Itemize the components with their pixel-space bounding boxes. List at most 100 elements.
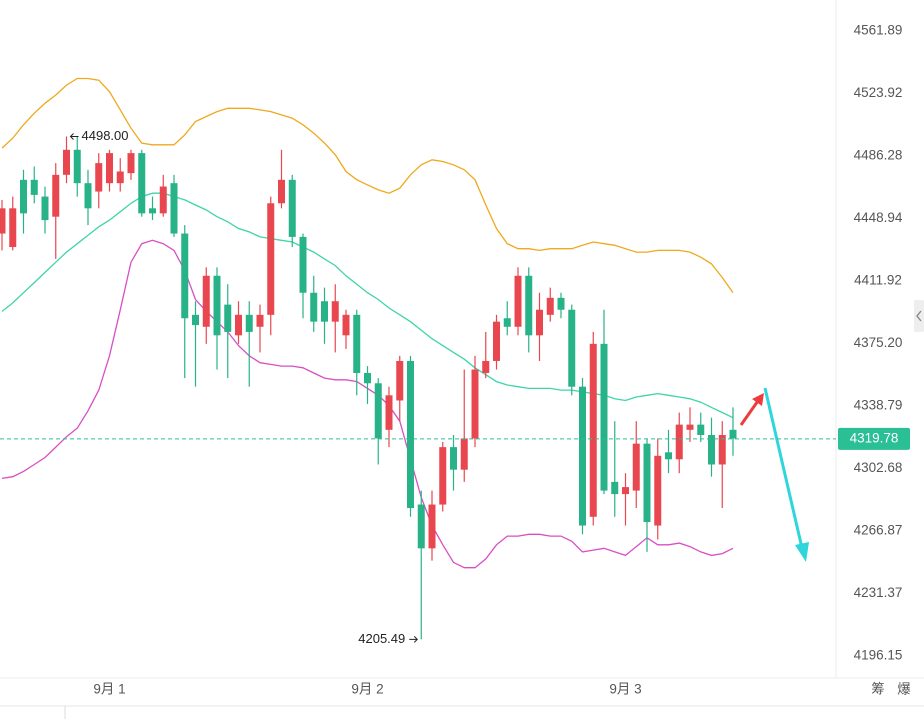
plot-area: 4561.89 4523.92 4486.28 4448.94 4411.92 4375.… <box>0 23 910 697</box>
candle-body <box>450 447 457 470</box>
candle-body <box>385 395 393 430</box>
y-tick-label: 4561.89 <box>854 23 903 38</box>
candle-body <box>654 455 662 526</box>
candle-body <box>256 314 264 327</box>
y-tick-label: 4448.94 <box>854 210 903 225</box>
y-tick-label: 4266.87 <box>854 523 903 538</box>
annotation-arrow <box>409 636 418 643</box>
candle-body <box>224 304 232 332</box>
candle-body <box>503 318 511 327</box>
candle-body <box>396 360 404 401</box>
up-arrow-head <box>752 393 764 406</box>
candle-body <box>321 301 328 322</box>
candle-body <box>299 236 307 293</box>
candle-body <box>138 153 146 214</box>
candle-body <box>331 301 339 322</box>
candle-body <box>63 149 70 175</box>
side-tab-icon <box>916 310 922 322</box>
candle-body <box>708 435 715 465</box>
band-line <box>1 192 734 419</box>
current-price-box <box>838 427 910 450</box>
candle-body <box>170 183 178 234</box>
y-tick-label: 4302.68 <box>854 460 903 475</box>
current-price-label: 4319.78 <box>850 430 899 445</box>
y-tick-label: 4523.92 <box>854 85 903 100</box>
candle-body <box>611 481 619 495</box>
tool-button[interactable]: 爆 <box>897 682 911 697</box>
candle-body <box>149 208 156 214</box>
candle-body <box>407 360 414 509</box>
candle-body <box>310 292 318 322</box>
candle-body <box>622 487 629 495</box>
candle-body <box>439 447 447 505</box>
candle-body <box>192 314 199 326</box>
x-tick-label: 9月 2 <box>351 682 383 697</box>
candle-body <box>546 297 554 315</box>
y-tick-label: 4486.28 <box>854 148 903 163</box>
candle-body <box>159 186 167 214</box>
candle-body <box>106 153 113 184</box>
candle-body <box>417 504 425 549</box>
candle-body <box>665 452 672 460</box>
candle-body <box>471 369 479 439</box>
y-tick-label: 4338.79 <box>854 398 903 413</box>
candle-body <box>632 443 640 491</box>
candle-body <box>374 383 382 439</box>
candle-body <box>20 179 27 214</box>
candle-body <box>428 504 436 549</box>
candle-body <box>643 443 651 523</box>
candle-body <box>460 438 468 470</box>
annotation-label: 4498.00 <box>82 128 129 143</box>
tool-button[interactable]: 筹 <box>871 681 885 697</box>
candle-body <box>514 275 522 327</box>
candle-body <box>245 314 253 332</box>
candle-body <box>353 314 361 373</box>
candle-body <box>181 233 189 319</box>
annotation-arrow <box>69 133 79 140</box>
candle-body <box>364 372 371 384</box>
y-tick-label: 4196.15 <box>854 648 903 663</box>
candle-body <box>73 149 81 184</box>
candle-body <box>116 171 124 184</box>
candle-body <box>30 179 38 195</box>
candle-body <box>267 203 275 315</box>
candle-body <box>235 314 242 336</box>
candle-body <box>675 424 683 460</box>
candle-body <box>41 196 49 221</box>
y-tick-label: 4375.20 <box>854 335 903 350</box>
candle-body <box>0 208 6 234</box>
candle-body <box>213 275 221 336</box>
candle-body <box>127 153 135 174</box>
down-arrow <box>763 387 804 549</box>
y-tick-label: 4411.92 <box>854 273 902 288</box>
side-tab[interactable] <box>914 300 924 332</box>
candle-body <box>568 309 576 387</box>
candle-body <box>536 309 543 336</box>
candle-body <box>493 321 500 361</box>
up-arrow <box>739 397 762 426</box>
candle-body <box>600 343 608 491</box>
down-arrow-head <box>795 542 809 562</box>
band-line <box>1 77 734 294</box>
candle-body <box>288 179 296 237</box>
candle-body <box>342 314 350 336</box>
candle-body <box>9 208 17 248</box>
annotation-label: 4205.49 <box>358 631 405 646</box>
x-tick-label: 9月 1 <box>93 682 125 697</box>
candle-body <box>482 360 490 373</box>
candle-body <box>202 275 210 327</box>
candle-body <box>525 275 533 336</box>
candle-body <box>729 429 737 439</box>
candle-body <box>579 386 586 526</box>
candle-body <box>95 163 103 192</box>
candle-body <box>557 297 565 310</box>
candle-body <box>589 343 597 517</box>
candle-body <box>278 179 285 204</box>
candle-body <box>52 174 60 217</box>
candle-body <box>697 424 705 436</box>
candle-body <box>686 424 694 430</box>
candle-body <box>84 183 92 209</box>
